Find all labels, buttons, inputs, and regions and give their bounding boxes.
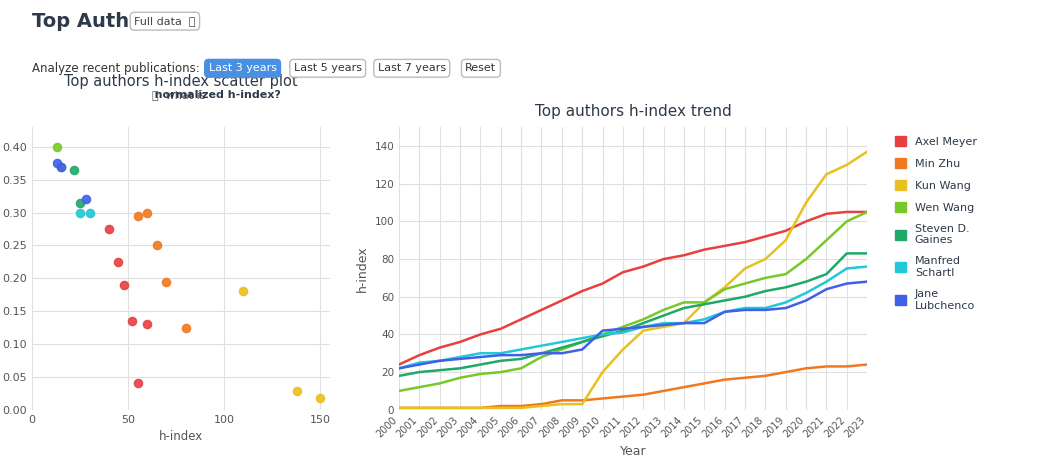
Text: Last 3 years: Last 3 years (209, 63, 277, 73)
Title: Top authors h-index trend: Top authors h-index trend (535, 104, 731, 119)
Point (52, 163, 69, 171)
X-axis label: h-index: h-index (159, 430, 203, 443)
Point (157, 278, 174, 285)
Point (71, 209, 88, 216)
Text: ⓘ  what is: ⓘ what is (152, 90, 210, 100)
Point (52, 163, 69, 171)
Point (138, 209, 155, 216)
Point (235, 288, 252, 295)
Point (129, 212, 146, 219)
Legend: Axel Meyer, Min Zhu, Kun Wang, Wen Wang, Steven D.
Gaines, Manfred
Schartl, Jane: Axel Meyer, Min Zhu, Kun Wang, Wen Wang,… (892, 133, 980, 314)
Point (78, 195, 95, 203)
Text: Reset: Reset (465, 63, 497, 73)
Point (148, 242, 165, 249)
Point (48, 160, 65, 167)
Text: normalized h-index?: normalized h-index? (81, 90, 281, 100)
Title: Top authors h-index scatter plot: Top authors h-index scatter plot (64, 73, 298, 89)
Point (100, 225, 117, 233)
Point (48, 143, 65, 151)
Point (81, 209, 98, 216)
Text: Top Authors: Top Authors (32, 12, 164, 31)
Text: Last 5 years: Last 5 years (294, 63, 362, 73)
Point (123, 317, 140, 325)
Point (288, 388, 305, 395)
Point (66, 166, 83, 174)
Text: Full data  ⓘ: Full data ⓘ (134, 16, 196, 26)
Point (138, 321, 155, 328)
Text: Last 7 years: Last 7 years (378, 63, 446, 73)
Point (129, 380, 146, 387)
Point (116, 281, 133, 289)
Point (110, 258, 127, 266)
Point (312, 394, 329, 402)
X-axis label: Year: Year (619, 445, 647, 458)
Y-axis label: h-index: h-index (355, 245, 369, 292)
Point (71, 199, 88, 206)
Point (178, 324, 195, 332)
Text: Analyze recent publications:: Analyze recent publications: (32, 62, 200, 75)
